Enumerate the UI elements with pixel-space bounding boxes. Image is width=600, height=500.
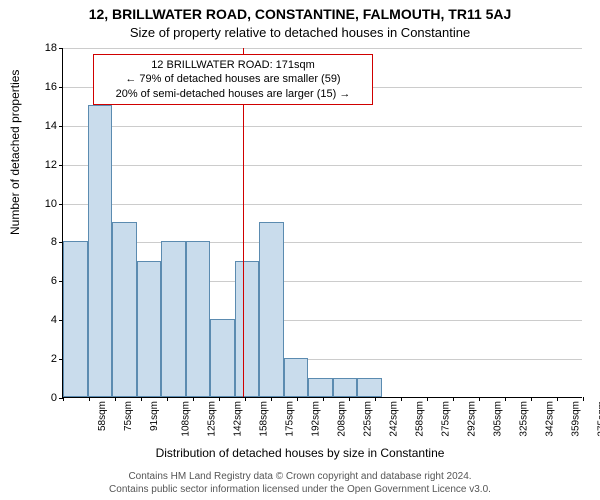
histogram-bar xyxy=(63,241,88,397)
property-size-chart: 12, BRILLWATER ROAD, CONSTANTINE, FALMOU… xyxy=(0,0,600,500)
annotation-line3: 20% of semi-detached houses are larger (… xyxy=(100,87,366,101)
xtick-label: 359sqm xyxy=(571,401,582,437)
ytick-label: 2 xyxy=(51,353,63,365)
xtick-mark xyxy=(349,397,350,401)
histogram-bar xyxy=(259,222,284,397)
xtick-label: 175sqm xyxy=(285,401,296,437)
xtick-label: 158sqm xyxy=(259,401,270,437)
xtick-label: 342sqm xyxy=(545,401,556,437)
xtick-mark xyxy=(193,397,194,401)
histogram-bar xyxy=(161,241,186,397)
xtick-label: 292sqm xyxy=(467,401,478,437)
xtick-mark xyxy=(63,397,64,401)
ytick-label: 18 xyxy=(45,42,63,54)
xtick-mark xyxy=(141,397,142,401)
xtick-label: 91sqm xyxy=(149,401,160,431)
histogram-bar xyxy=(284,358,309,397)
x-axis-label: Distribution of detached houses by size … xyxy=(0,446,600,460)
xtick-mark xyxy=(531,397,532,401)
histogram-bar xyxy=(186,241,211,397)
histogram-bar xyxy=(88,105,113,397)
gridline xyxy=(63,48,582,49)
xtick-label: 108sqm xyxy=(181,401,192,437)
xtick-label: 305sqm xyxy=(493,401,504,437)
annotation-line1: 12 BRILLWATER ROAD: 171sqm xyxy=(100,58,366,72)
ytick-label: 14 xyxy=(45,120,63,132)
xtick-mark xyxy=(479,397,480,401)
gridline xyxy=(63,242,582,243)
ytick-label: 8 xyxy=(51,236,63,248)
xtick-mark xyxy=(271,397,272,401)
ytick-label: 4 xyxy=(51,314,63,326)
attribution-line2: Contains public sector information licen… xyxy=(0,484,600,497)
xtick-label: 258sqm xyxy=(415,401,426,437)
xtick-label: 375sqm xyxy=(597,401,600,437)
chart-title: 12, BRILLWATER ROAD, CONSTANTINE, FALMOU… xyxy=(0,6,600,22)
y-axis-label: Number of detached properties xyxy=(8,70,22,235)
xtick-mark xyxy=(453,397,454,401)
xtick-label: 192sqm xyxy=(311,401,322,437)
histogram-bar xyxy=(112,222,137,397)
xtick-mark xyxy=(557,397,558,401)
chart-subtitle: Size of property relative to detached ho… xyxy=(0,25,600,40)
xtick-label: 58sqm xyxy=(97,401,108,431)
annotation-line2: ← 79% of detached houses are smaller (59… xyxy=(100,72,366,86)
xtick-label: 125sqm xyxy=(207,401,218,437)
attribution-line1: Contains HM Land Registry data © Crown c… xyxy=(0,471,600,484)
xtick-label: 275sqm xyxy=(441,401,452,437)
xtick-label: 142sqm xyxy=(233,401,244,437)
xtick-label: 75sqm xyxy=(123,401,134,431)
annotation-box: 12 BRILLWATER ROAD: 171sqm ← 79% of deta… xyxy=(93,54,373,105)
xtick-mark xyxy=(401,397,402,401)
xtick-label: 325sqm xyxy=(519,401,530,437)
xtick-label: 242sqm xyxy=(389,401,400,437)
histogram-bar xyxy=(235,261,260,397)
xtick-mark xyxy=(297,397,298,401)
histogram-bar xyxy=(210,319,235,397)
xtick-mark xyxy=(427,397,428,401)
histogram-bar xyxy=(137,261,162,397)
xtick-label: 208sqm xyxy=(337,401,348,437)
plot-area: 02468101214161858sqm75sqm91sqm108sqm125s… xyxy=(62,48,582,398)
gridline xyxy=(63,165,582,166)
xtick-mark xyxy=(375,397,376,401)
ytick-label: 6 xyxy=(51,275,63,287)
xtick-mark xyxy=(583,397,584,401)
xtick-mark xyxy=(115,397,116,401)
gridline xyxy=(63,204,582,205)
xtick-mark xyxy=(245,397,246,401)
histogram-bar xyxy=(333,378,358,397)
histogram-bar xyxy=(357,378,382,397)
gridline xyxy=(63,126,582,127)
ytick-label: 16 xyxy=(45,81,63,93)
attribution: Contains HM Land Registry data © Crown c… xyxy=(0,471,600,496)
ytick-label: 12 xyxy=(45,159,63,171)
xtick-mark xyxy=(167,397,168,401)
xtick-mark xyxy=(89,397,90,401)
ytick-label: 10 xyxy=(45,198,63,210)
xtick-mark xyxy=(505,397,506,401)
xtick-label: 225sqm xyxy=(363,401,374,437)
xtick-mark xyxy=(219,397,220,401)
xtick-mark xyxy=(323,397,324,401)
histogram-bar xyxy=(308,378,333,397)
ytick-label: 0 xyxy=(51,392,63,404)
